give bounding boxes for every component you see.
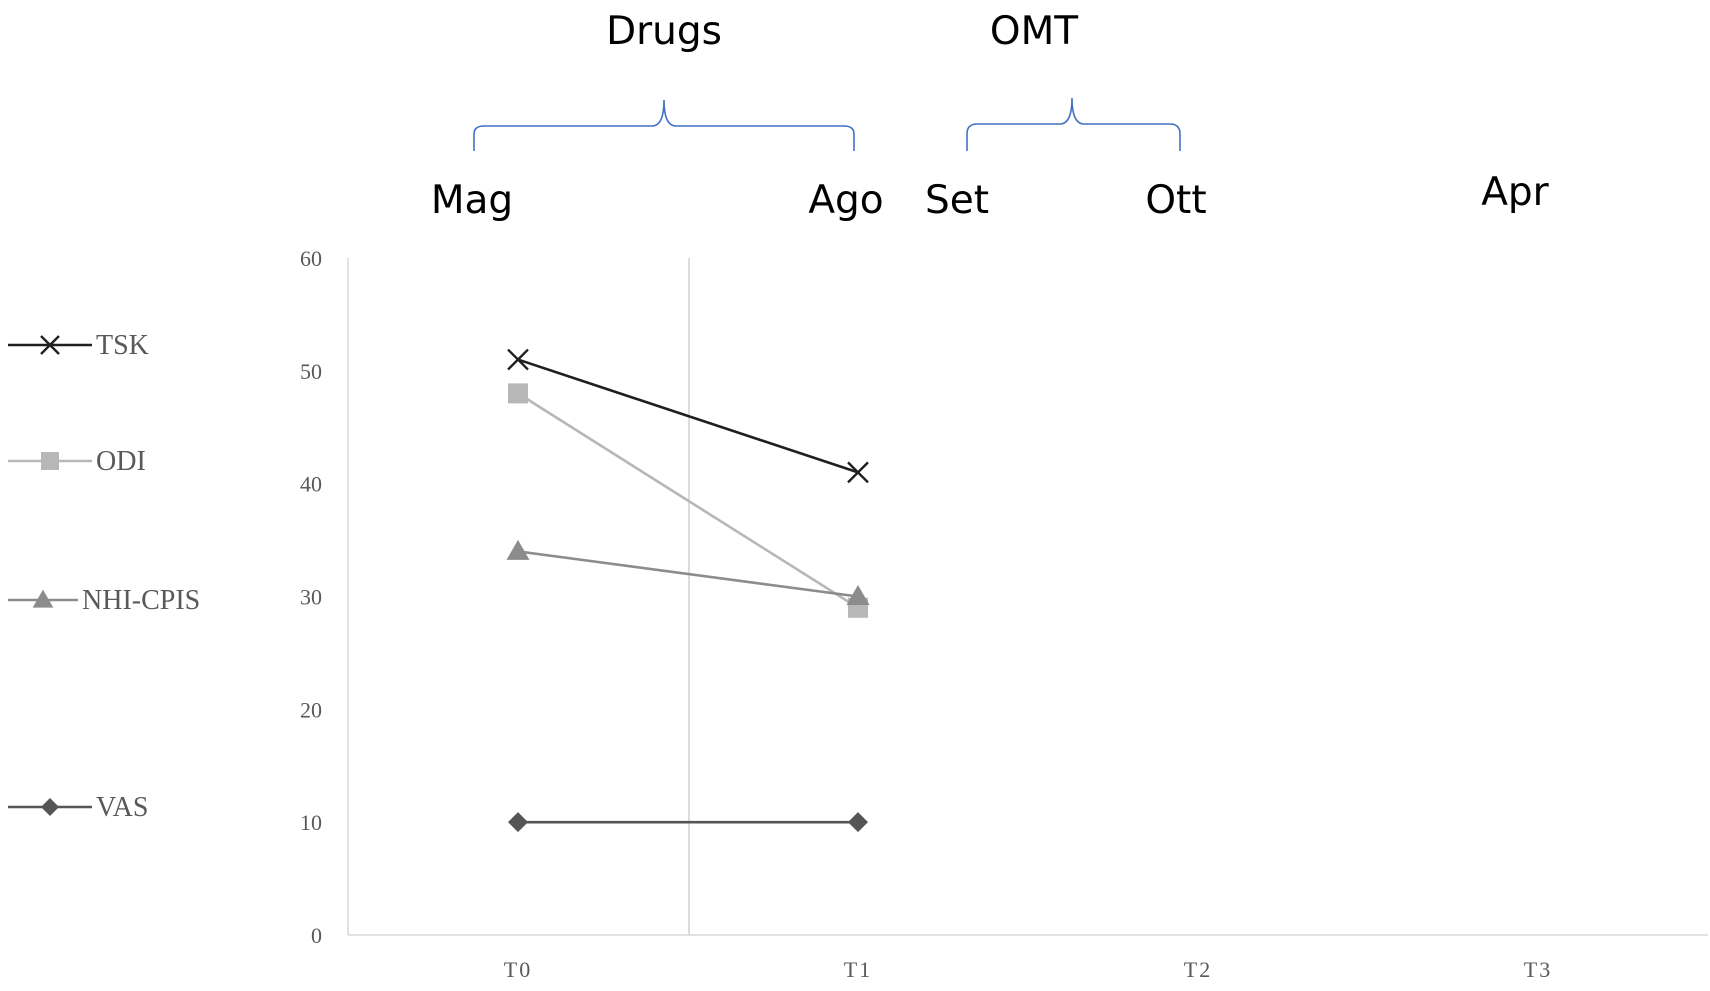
legend-item-tsk-marker [40, 335, 60, 355]
legend-item-odi-label: ODI [96, 446, 146, 477]
series-odi [508, 383, 868, 618]
series-layer [506, 348, 870, 833]
x-tick-label: T1 [844, 957, 872, 982]
month-label: Mag [431, 178, 513, 223]
series-odi-point [508, 383, 528, 404]
legend-item-nhi-cpis-label: NHI-CPIS [82, 585, 200, 616]
series-tsk-point-stroke [507, 348, 529, 371]
series-nhi-cpis [506, 539, 870, 605]
month-label: Apr [1481, 170, 1549, 215]
legend-item-tsk-label: TSK [96, 330, 149, 361]
legend-item-vas-marker [41, 798, 59, 816]
series-tsk-point [847, 461, 869, 484]
y-tick-label: 10 [300, 810, 322, 835]
series-nhi-cpis-point [846, 585, 870, 605]
x-tick-label: T3 [1524, 957, 1552, 982]
legend-item-vas-label: VAS [96, 792, 148, 823]
series-tsk-point [507, 348, 529, 371]
legend-item-nhi-cpis: NHI-CPIS [8, 585, 200, 616]
series-vas [508, 812, 868, 833]
x-tick-label: T0 [504, 957, 532, 982]
y-ticks: 0 10 20 30 40 50 60 [300, 246, 322, 948]
month-label: Ago [808, 178, 883, 223]
y-tick-label: 60 [300, 246, 322, 271]
legend-item-odi-marker [41, 452, 59, 470]
y-tick-label: 20 [300, 697, 322, 722]
series-odi-line [517, 392, 859, 609]
legend-item-vas: VAS [8, 792, 148, 823]
legend-item-tsk: TSK [8, 330, 149, 361]
month-label: Set [925, 178, 989, 223]
series-tsk [507, 348, 869, 484]
y-tick-label: 30 [300, 585, 322, 610]
series-nhi-cpis-line [517, 550, 859, 598]
x-tick-label: T2 [1184, 957, 1212, 982]
series-vas-point [508, 812, 528, 833]
legend-item-nhi-cpis-marker [32, 589, 54, 608]
series-tsk-line [517, 358, 859, 474]
series-vas-point [848, 812, 868, 833]
y-tick-label: 0 [311, 923, 322, 948]
month-label: Ott [1145, 178, 1206, 223]
legend-item-odi: ODI [8, 446, 146, 477]
month-labels: Mag Ago Set Ott Apr [431, 170, 1550, 223]
y-tick-label: 50 [300, 359, 322, 384]
phase-label-omt: OMT [990, 9, 1078, 54]
y-tick-label: 40 [300, 472, 322, 497]
legend-item-tsk-marker-stroke [40, 335, 60, 355]
phase-label-drugs: Drugs [606, 9, 722, 54]
bracket-omt [966, 97, 1181, 151]
x-ticks: T0 T1 T2 T3 [504, 957, 1552, 982]
series-nhi-cpis-point [506, 539, 530, 560]
bracket-drugs [473, 99, 855, 151]
phase-annotations: Drugs OMT [473, 9, 1181, 151]
legend: TSK ODI NHI-CPIS VAS [8, 330, 200, 823]
series-tsk-point-stroke [847, 461, 869, 484]
